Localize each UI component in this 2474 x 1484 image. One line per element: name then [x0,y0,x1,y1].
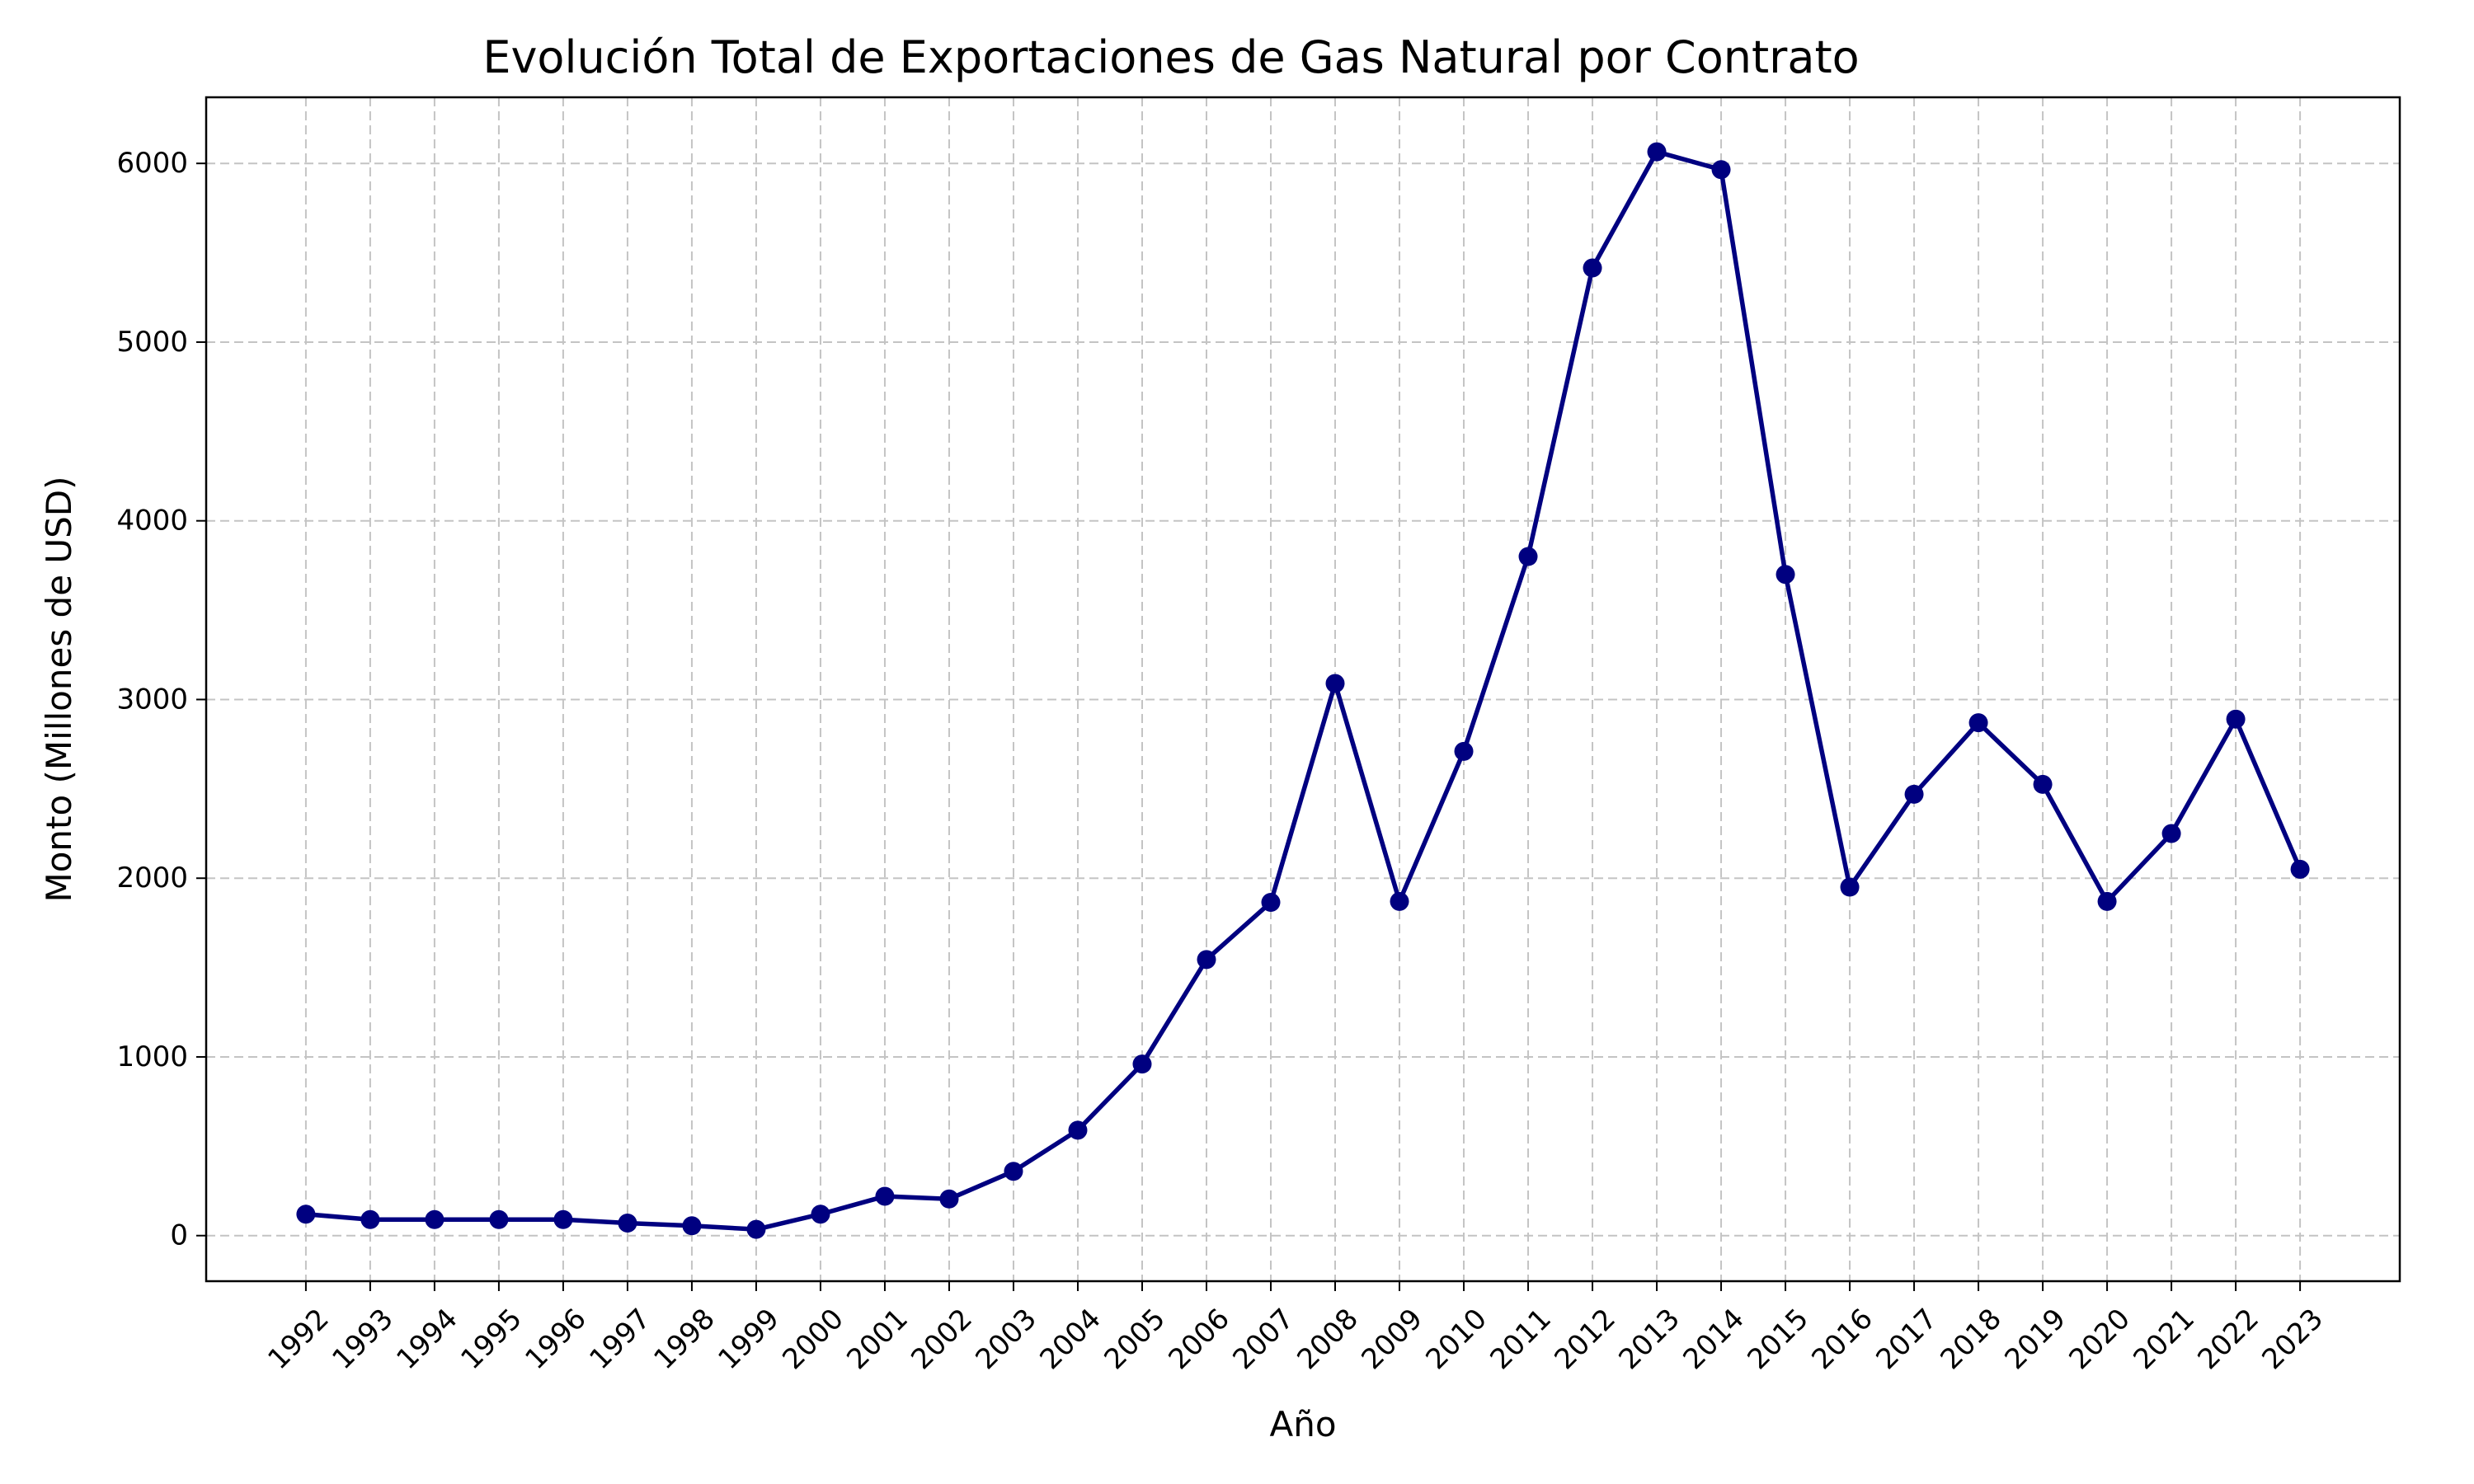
data-point [618,1214,637,1233]
data-point [1518,547,1538,566]
data-point [553,1209,573,1229]
data-point [1390,891,1409,911]
data-point [1840,877,1860,897]
data-point [1325,674,1345,693]
data-point [1968,713,1988,733]
data-point [489,1209,509,1229]
plot-background [206,97,2400,1281]
y-tick-label: 6000 [116,147,188,180]
data-point [1197,950,1216,970]
data-point [1583,258,1602,278]
data-point [1776,565,1795,585]
y-gridlines [206,162,2400,1237]
data-point [360,1209,380,1229]
y-tick-label: 0 [170,1219,188,1252]
y-axis-label: Monto (Millones de USD) [39,476,79,902]
data-point [2226,709,2246,729]
data-point [682,1216,702,1236]
y-tick-label: 4000 [116,505,188,538]
data-point [1068,1120,1088,1140]
data-point [746,1219,766,1239]
chart-title: Evolución Total de Exportaciones de Gas … [482,31,1859,83]
data-point [425,1209,444,1229]
data-point [2097,891,2117,911]
data-point [875,1186,895,1206]
data-point [1132,1054,1152,1074]
data-point [1647,142,1667,162]
data-point [2033,774,2053,794]
x-gridlines [304,97,2302,1281]
data-point [2161,824,2181,843]
data-point [1904,784,1924,804]
plot-area [205,96,2401,1283]
x-axis-label: Año [1269,1404,1336,1444]
y-tick-label: 5000 [116,326,188,359]
plot-frame [205,96,2401,1283]
data-point [296,1205,316,1224]
y-tick-label: 2000 [116,862,188,895]
data-point [2290,859,2310,879]
data-point [1261,892,1281,912]
data-point [1711,160,1731,180]
data-point [1004,1162,1023,1181]
data-point [811,1205,830,1224]
y-tick-label: 3000 [116,683,188,716]
series-layer [296,142,2310,1239]
data-point [1454,741,1474,761]
data-point [939,1189,959,1209]
y-tick-label: 1000 [116,1040,188,1073]
y-axis: 0 1000 2000 3000 4000 5000 6000 [116,147,206,1252]
series-line [303,149,2302,1232]
